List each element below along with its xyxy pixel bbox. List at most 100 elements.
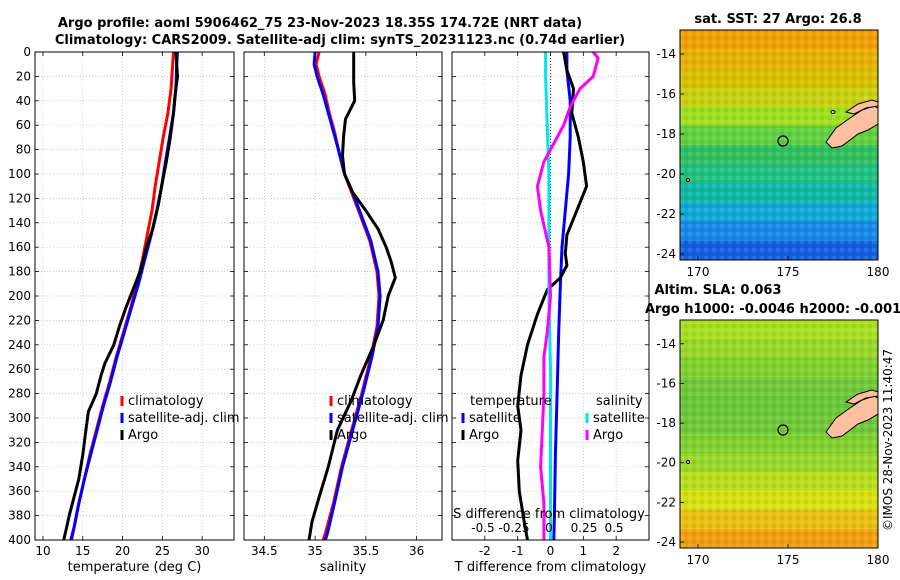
depth-tick-label: 40 [16,94,31,108]
depth-tick-label: 340 [8,460,31,474]
x-axis-label: T difference from climatology [454,560,647,575]
x-tick-label: -1 [512,544,524,558]
x-axis-label: temperature (deg C) [68,560,202,575]
legend-label: climatology [337,394,413,409]
sst-map-title: sat. SST: 27 Argo: 26.8 [694,12,861,27]
plot-frame [243,51,443,541]
top-tick-label: 0 [545,521,553,535]
depth-tick-label: 180 [8,265,31,279]
depth-tick-label: 120 [8,191,31,205]
temperature-panel: 0 20 40 60 80 100 120 140 160 180 200 220 240 260 280 3… [8,45,240,575]
depth-tick-label: 0 [23,45,31,59]
depth-tick-label: 280 [8,387,31,401]
series-line-salinity-argo [535,51,600,540]
x-tick-label: 1 [580,544,588,558]
map-x-tick-label: 175 [777,553,800,567]
top-tick-label: -0.5 [471,521,494,535]
x-tick-label: 30 [195,544,210,558]
depth-tick-label: 20 [16,69,31,83]
map-y-tick-label: -16 [656,87,676,101]
map-x-tick-label: 170 [687,265,710,279]
depth-tick-label: 140 [8,216,31,230]
x-tick-label: 35.5 [352,544,379,558]
sla-map-title: Altim. SLA: 0.063 [655,283,782,298]
sla-field [680,320,878,548]
salinity-panel: 34.5 35 35.5 36 salinity climatology satellite… [243,51,449,575]
map-x-tick-label: 175 [777,265,800,279]
map-y-tick-label: -22 [656,495,676,509]
sla-map-subtitle: Argo h1000: -0.0046 h2000: -0.001 [645,302,900,317]
x-tick-label: 10 [35,544,50,558]
depth-tick-label: 360 [8,484,31,498]
map-y-tick-label: -24 [656,535,676,549]
sst-map-frame [679,29,879,261]
x-tick-label: 20 [115,544,130,558]
series-line-temperature-argo [516,51,589,541]
x-tick-label: 34.5 [251,544,278,558]
depth-tick-label: 400 [8,533,31,547]
map-x-tick-label: 180 [867,265,890,279]
fiji-island [825,105,878,149]
legend-label: satellite [469,411,521,426]
map-y-tick-label: -20 [656,456,676,470]
map-x-tick-label: 180 [867,553,890,567]
small-island [686,178,690,182]
depth-tick-label: 320 [8,435,31,449]
depth-tick-label: 200 [8,289,31,303]
series-line-argo [62,51,179,541]
plot-frame [34,51,235,541]
small-island [686,460,690,464]
depth-tick-label: 220 [8,313,31,327]
x-axis-label: salinity [320,560,367,575]
plot-frame [451,51,650,541]
legend-label: climatology [128,394,204,409]
legend-label: satellite-adj. clim [128,411,240,426]
depth-tick-label: 80 [16,143,31,157]
legend-label: satellite-adj. clim [337,411,449,426]
series-line-argo [307,52,397,541]
depth-tick-label: 380 [8,509,31,523]
depth-tick-label: 300 [8,411,31,425]
imos-timestamp: ©IMOS 28-Nov-2023 11:40:47 [881,348,895,532]
legend-label: Argo [337,428,367,443]
figure-title-line1: Argo profile: aoml 5906462_75 23-Nov-202… [58,16,582,31]
depth-tick-label: 100 [8,167,31,181]
top-tick-label: 0.5 [604,521,623,535]
sla-map-frame [679,319,879,549]
x-tick-label: 15 [75,544,90,558]
heatmap-texture [680,30,878,260]
x-tick-label: 25 [155,544,170,558]
map-y-tick-label: -18 [656,416,676,430]
sst-field [680,30,878,260]
x-tick-label: 36 [409,544,424,558]
map-y-tick-label: -20 [656,167,676,181]
top-tick-label: 0.25 [571,521,598,535]
map-y-tick-label: -18 [656,127,676,141]
depth-tick-label: 60 [16,118,31,132]
map-y-tick-label: -22 [656,207,676,221]
legend-label: satellite [593,411,645,426]
map-x-tick-label: 170 [687,553,710,567]
fiji-island [825,395,878,439]
depth-tick-label: 240 [8,338,31,352]
x-axis-label-top: S difference from climatology [453,507,645,522]
x-tick-label: -2 [479,544,491,558]
small-island [830,110,836,114]
heatmap-texture [680,320,878,548]
map-y-tick-label: -14 [656,47,676,61]
x-tick-label: 2 [612,544,620,558]
depth-tick-label: 160 [8,240,31,254]
map-y-tick-label: -24 [656,247,676,261]
legend-label: Argo [128,428,158,443]
fiji-island-east [844,99,878,115]
sla-map-panel: Altim. SLA: 0.063 Argo h1000: -0.0046 h2… [645,283,900,567]
series-line-temperature-satellite [552,52,572,541]
series-line-satellite-adj-clim [312,51,382,541]
fiji-island-east [844,389,878,405]
profile-location-marker [777,135,789,147]
legend-title-temperature: temperature [470,394,552,409]
map-y-tick-label: -14 [656,337,676,351]
map-y-tick-label: -16 [656,376,676,390]
timestamp-container: ©IMOS 28-Nov-2023 11:40:47 [878,320,898,560]
